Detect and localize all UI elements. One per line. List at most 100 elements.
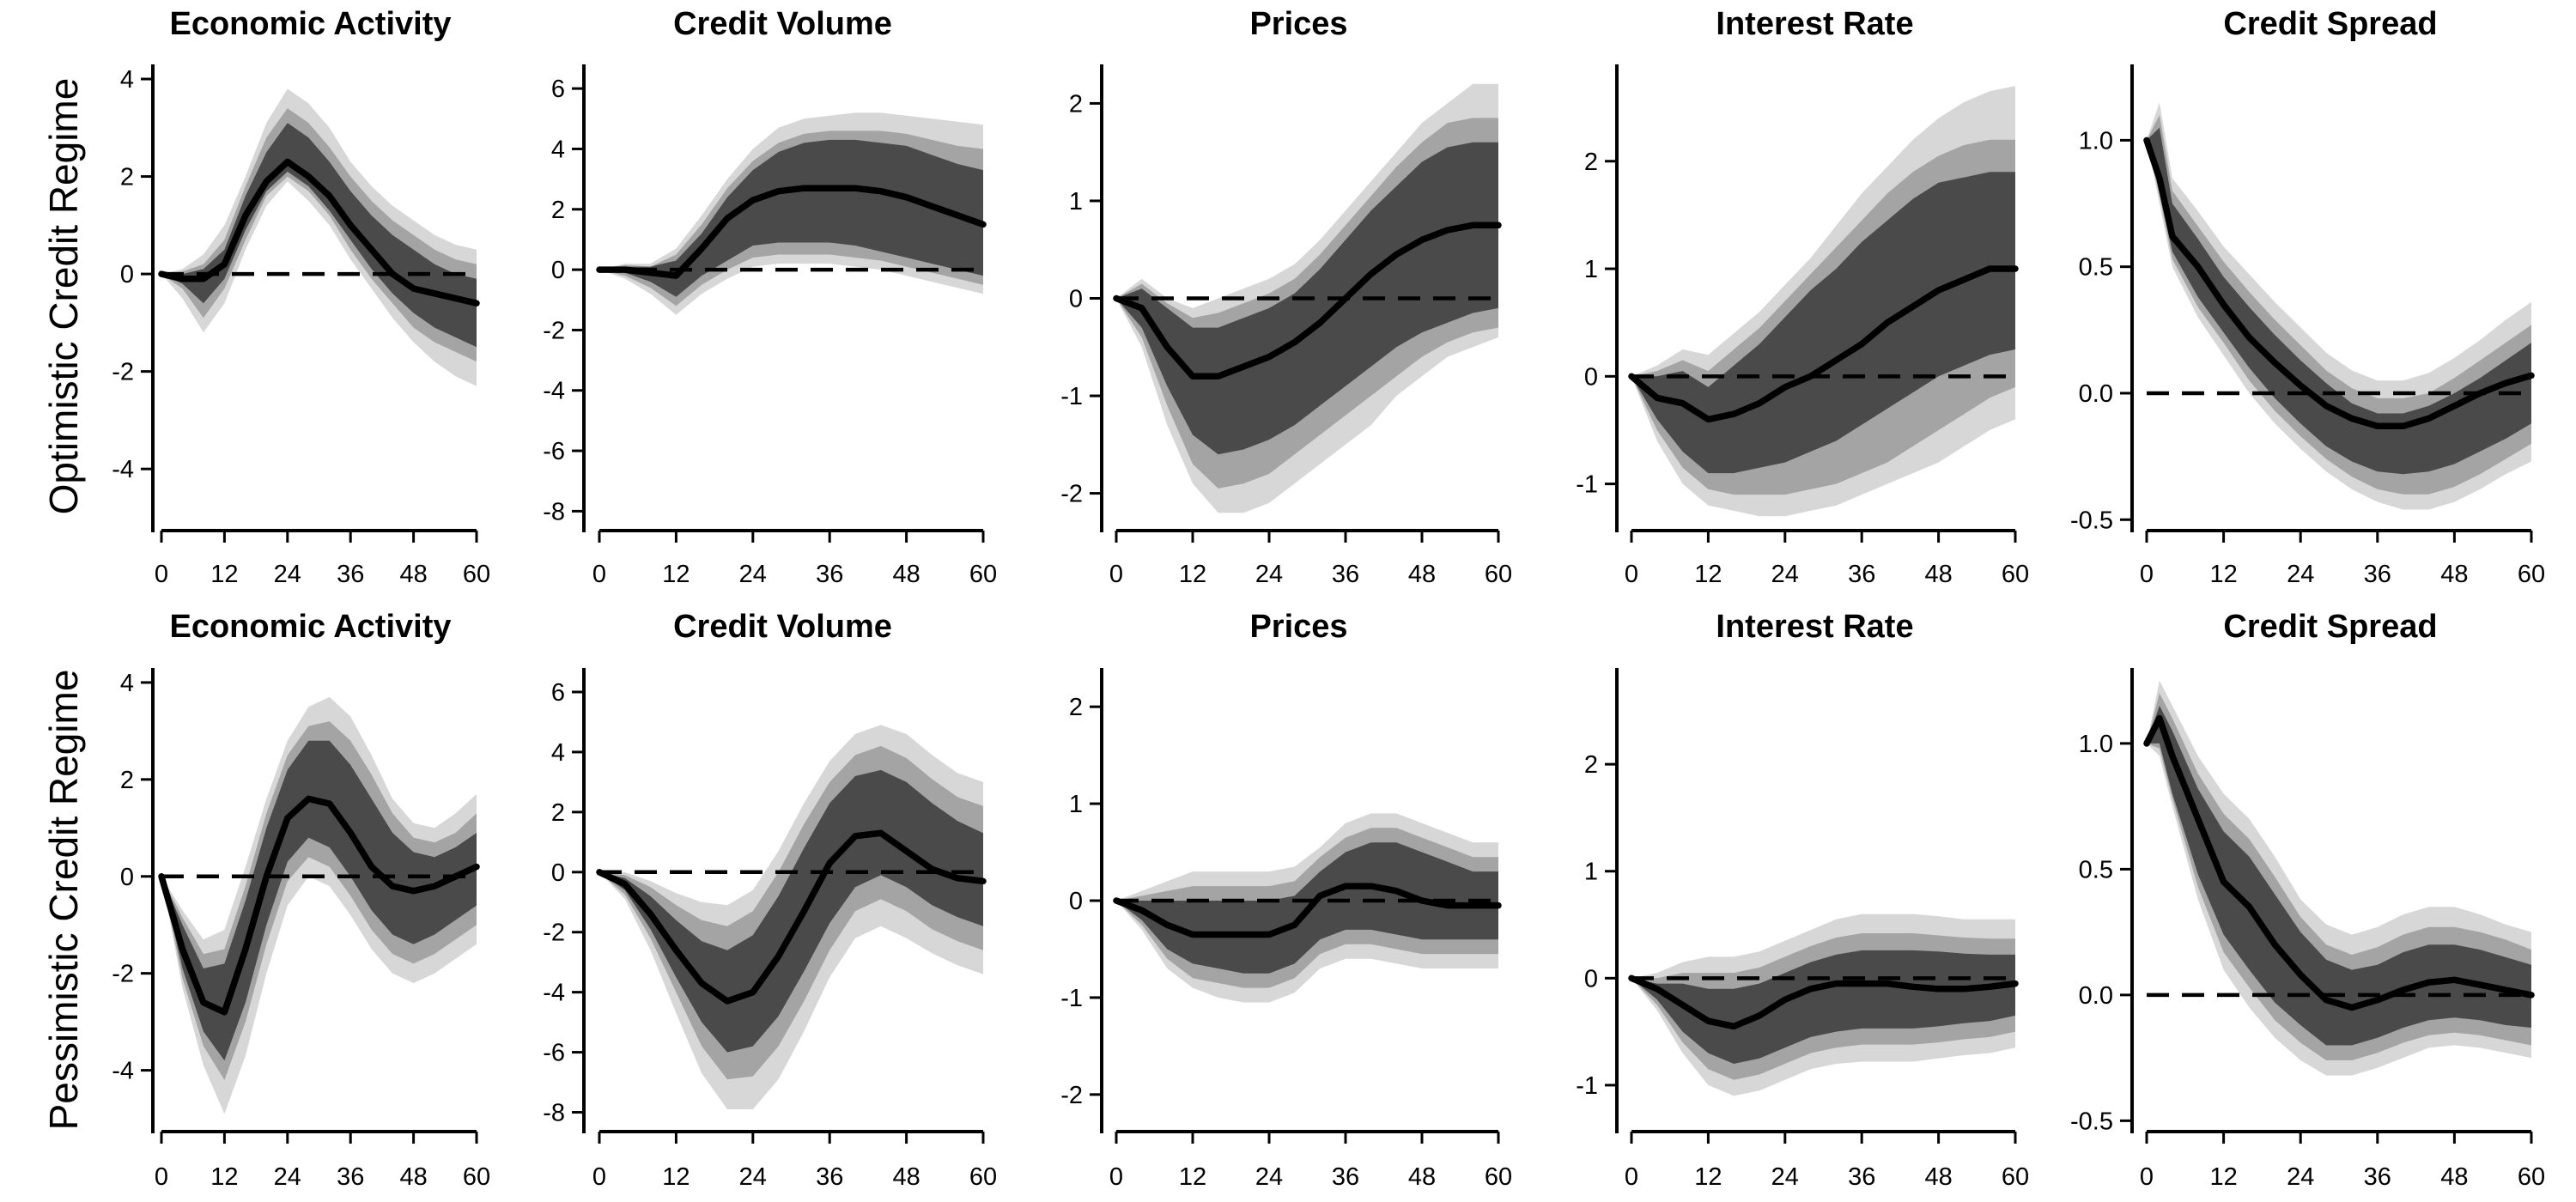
optimistic-interest-rate-title: Interest Rate <box>1716 6 1913 42</box>
optimistic-credit-volume-x-tick-label: 36 <box>816 561 843 588</box>
optimistic-interest-rate-x-tick-label: 36 <box>1848 561 1875 588</box>
pessimistic-credit-volume-x-tick-label: 12 <box>662 1163 690 1191</box>
pessimistic-credit-volume-x-tick-label: 24 <box>739 1163 767 1191</box>
pessimistic-credit-spread-median-line <box>2143 714 2535 1011</box>
optimistic-credit-volume-title: Credit Volume <box>673 6 892 42</box>
optimistic-interest-rate-x-tick-label: 24 <box>1771 561 1799 588</box>
optimistic-economic-activity-x-tick-label: 48 <box>399 561 427 588</box>
optimistic-credit-volume-y-tick-label: 6 <box>551 76 565 103</box>
pessimistic-credit-spread-band-3 <box>2147 705 2531 1046</box>
optimistic-prices-x-tick-label: 24 <box>1255 561 1283 588</box>
pessimistic-interest-rate-x-tick-label: 36 <box>1848 1163 1875 1191</box>
pessimistic-credit-spread-title: Credit Spread <box>2223 609 2437 645</box>
optimistic-credit-spread-x-tick-label: 0 <box>2140 561 2154 588</box>
optimistic-prices-y-tick-label: 2 <box>1069 90 1083 118</box>
pessimistic-credit-spread-y-tick-label: 0.5 <box>2079 856 2113 883</box>
pessimistic-credit-spread-x-tick-label: 36 <box>2364 1163 2391 1191</box>
optimistic-credit-spread-y-tick-label: 0.5 <box>2079 254 2113 282</box>
optimistic-economic-activity-y-tick-label: 4 <box>120 66 134 94</box>
panel-optimistic-interest-rate: 2 1 0 -1 0 12 24 36 48 60 Interest Rate <box>1576 6 2029 588</box>
optimistic-interest-rate-x-tick-label: 48 <box>1924 561 1952 588</box>
optimistic-credit-spread-x-tick-label: 48 <box>2440 561 2468 588</box>
optimistic-economic-activity-y-tick-label: 0 <box>120 261 134 288</box>
optimistic-prices-x-tick-label: 48 <box>1408 561 1436 588</box>
pessimistic-credit-volume-x-tick-label: 60 <box>969 1163 997 1191</box>
pessimistic-credit-volume-x-tick-label: 0 <box>592 1163 606 1191</box>
panel-pessimistic-interest-rate: 2 1 0 -1 0 12 24 36 48 60 Interest Rate <box>1576 609 2029 1191</box>
optimistic-economic-activity-x-tick-label: 60 <box>463 561 490 588</box>
pessimistic-economic-activity-x-tick-label: 36 <box>337 1163 364 1191</box>
pessimistic-interest-rate-x-tick-label: 12 <box>1694 1163 1722 1191</box>
pessimistic-economic-activity-x-tick-label: 60 <box>463 1163 490 1191</box>
optimistic-interest-rate-y-tick-label: 2 <box>1584 149 1598 176</box>
optimistic-prices-x-tick-label: 0 <box>1109 561 1123 588</box>
optimistic-economic-activity-x-tick-label: 0 <box>155 561 168 588</box>
optimistic-credit-volume-y-tick-label: 0 <box>551 257 565 284</box>
optimistic-interest-rate-y-tick-label: 0 <box>1584 363 1598 391</box>
panel-pessimistic-prices: 2 1 0 -1 -2 0 12 24 36 48 60 Prices <box>1060 609 1512 1191</box>
optimistic-credit-volume-y-tick-label: 4 <box>551 136 565 163</box>
optimistic-credit-spread-y-tick-label: -0.5 <box>2070 507 2113 534</box>
pessimistic-interest-rate-median-line <box>1628 974 2019 1030</box>
optimistic-credit-volume-x-tick-label: 0 <box>592 561 606 588</box>
pessimistic-credit-volume-median-line <box>596 829 987 1005</box>
pessimistic-credit-spread-y-tick-label: -0.5 <box>2070 1108 2113 1135</box>
optimistic-credit-volume-x-tick-label: 60 <box>969 561 997 588</box>
pessimistic-credit-volume-x-tick-label: 48 <box>892 1163 920 1191</box>
pessimistic-prices-x-tick-label: 60 <box>1485 1163 1512 1191</box>
pessimistic-prices-title: Prices <box>1249 609 1347 645</box>
pessimistic-economic-activity-x-tick-label: 24 <box>274 1163 301 1191</box>
panel-optimistic-prices: 2 1 0 -1 -2 0 12 24 36 48 60 Prices <box>1060 6 1512 588</box>
pessimistic-credit-volume-y-tick-label: -6 <box>543 1040 565 1067</box>
pessimistic-economic-activity-x-tick-label: 48 <box>399 1163 427 1191</box>
optimistic-credit-volume-y-tick-label: 2 <box>551 197 565 224</box>
optimistic-economic-activity-x-tick-label: 24 <box>274 561 301 588</box>
optimistic-credit-spread-y-tick-label: 0.0 <box>2079 380 2113 408</box>
optimistic-interest-rate-median-line <box>1628 265 2019 423</box>
optimistic-credit-volume-y-tick-label: -6 <box>543 438 565 465</box>
optimistic-economic-activity-title: Economic Activity <box>169 6 451 42</box>
pessimistic-interest-rate-title: Interest Rate <box>1716 609 1913 645</box>
optimistic-interest-rate-x-tick-label: 0 <box>1625 561 1638 588</box>
pessimistic-prices-median-line <box>1113 883 1502 938</box>
optimistic-prices-x-tick-label: 12 <box>1179 561 1206 588</box>
optimistic-economic-activity-y-tick-label: -2 <box>112 359 134 386</box>
optimistic-credit-spread-median-line <box>2143 137 2535 430</box>
optimistic-prices-x-tick-label: 60 <box>1485 561 1512 588</box>
pessimistic-prices-y-tick-label: -1 <box>1060 985 1083 1012</box>
pessimistic-credit-volume-y-tick-label: -4 <box>543 980 565 1007</box>
optimistic-credit-spread-x-tick-label: 36 <box>2364 561 2391 588</box>
optimistic-credit-volume-median-line <box>596 185 987 279</box>
optimistic-economic-activity-median-line <box>158 158 480 307</box>
optimistic-interest-rate-band-3 <box>1631 172 2015 474</box>
optimistic-credit-volume-y-tick-label: -2 <box>543 317 565 344</box>
optimistic-credit-volume-x-tick-label: 12 <box>662 561 690 588</box>
pessimistic-interest-rate-x-tick-label: 48 <box>1924 1163 1952 1191</box>
optimistic-economic-activity-x-tick-label: 36 <box>337 561 364 588</box>
pessimistic-interest-rate-x-tick-label: 60 <box>2002 1163 2029 1191</box>
pessimistic-economic-activity-x-tick-label: 0 <box>155 1163 168 1191</box>
row-label-pessimistic: Pessimistic Credit Regime <box>41 670 86 1131</box>
optimistic-economic-activity-y-tick-label: 2 <box>120 164 134 191</box>
optimistic-economic-activity-x-tick-label: 12 <box>210 561 238 588</box>
pessimistic-credit-volume-y-tick-label: 4 <box>551 739 565 767</box>
pessimistic-credit-volume-x-tick-label: 36 <box>816 1163 843 1191</box>
optimistic-prices-y-tick-label: -2 <box>1060 481 1083 508</box>
pessimistic-credit-spread-x-tick-label: 48 <box>2440 1163 2468 1191</box>
optimistic-economic-activity-band-1 <box>161 88 477 386</box>
optimistic-credit-volume-x-tick-label: 48 <box>892 561 920 588</box>
pessimistic-economic-activity-band-3 <box>161 740 477 1061</box>
optimistic-interest-rate-x-tick-label: 60 <box>2002 561 2029 588</box>
pessimistic-economic-activity-y-tick-label: 2 <box>120 767 134 794</box>
panel-optimistic-credit-spread: 1.0 0.5 0.0 -0.5 0 12 24 36 48 60 Credit Spread <box>2070 6 2545 588</box>
pessimistic-interest-rate-y-tick-label: 0 <box>1584 965 1598 993</box>
pessimistic-prices-y-tick-label: 1 <box>1069 791 1083 818</box>
optimistic-prices-y-tick-label: 0 <box>1069 286 1083 313</box>
pessimistic-economic-activity-x-tick-label: 12 <box>210 1163 238 1191</box>
optimistic-economic-activity-band-2 <box>161 108 477 362</box>
pessimistic-interest-rate-y-tick-label: 2 <box>1584 751 1598 779</box>
optimistic-credit-spread-x-tick-label: 24 <box>2287 561 2314 588</box>
pessimistic-credit-volume-title: Credit Volume <box>673 609 892 645</box>
pessimistic-prices-x-tick-label: 24 <box>1255 1163 1283 1191</box>
